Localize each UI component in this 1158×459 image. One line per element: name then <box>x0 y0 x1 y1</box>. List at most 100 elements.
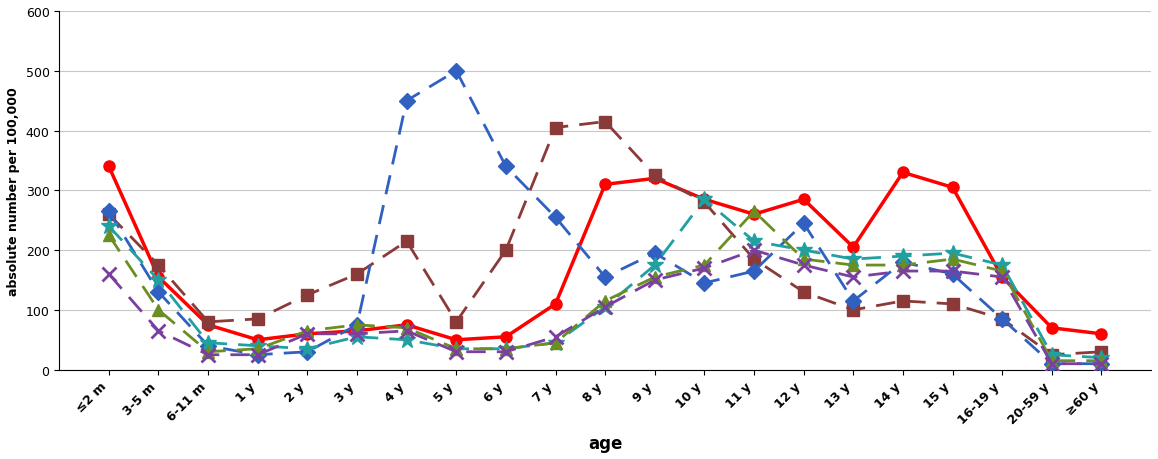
2008 <box>1094 355 1108 361</box>
2012 <box>946 269 960 274</box>
2008 <box>300 346 314 352</box>
2001 <box>300 331 314 337</box>
Line: 2001: 2001 <box>103 162 1107 346</box>
2001 <box>350 328 364 334</box>
2012 <box>599 304 613 310</box>
2001 <box>647 176 661 182</box>
2011 <box>300 328 314 334</box>
2007 <box>102 209 116 214</box>
2012 <box>846 274 860 280</box>
2001 <box>152 274 166 280</box>
2011 <box>946 257 960 262</box>
Line: 2004: 2004 <box>103 116 1108 361</box>
2007 <box>846 298 860 304</box>
2004 <box>1045 352 1058 358</box>
2008 <box>350 334 364 340</box>
2012 <box>449 349 463 355</box>
2001 <box>797 197 811 202</box>
2007 <box>946 272 960 277</box>
2007 <box>449 69 463 74</box>
2012 <box>300 331 314 337</box>
2004 <box>201 319 215 325</box>
2012 <box>549 334 563 340</box>
2001 <box>499 334 513 340</box>
2004 <box>797 290 811 295</box>
2012 <box>747 248 761 253</box>
2008 <box>896 254 910 259</box>
2008 <box>449 346 463 352</box>
2004 <box>946 302 960 307</box>
2007 <box>797 221 811 226</box>
2004 <box>1094 349 1108 355</box>
Line: 2012: 2012 <box>102 244 1108 371</box>
2012 <box>995 274 1009 280</box>
2011 <box>647 274 661 280</box>
2001 <box>549 302 563 307</box>
2001 <box>995 274 1009 280</box>
2004 <box>549 125 563 131</box>
2012 <box>697 266 711 271</box>
2007 <box>599 274 613 280</box>
2012 <box>152 328 166 334</box>
2001 <box>697 197 711 202</box>
2007 <box>995 316 1009 322</box>
2004 <box>647 173 661 179</box>
2011 <box>697 263 711 268</box>
2012 <box>797 263 811 268</box>
2001 <box>201 322 215 328</box>
2008 <box>400 337 413 343</box>
2008 <box>549 340 563 346</box>
2008 <box>1045 352 1058 358</box>
2011 <box>499 346 513 352</box>
2008 <box>797 248 811 253</box>
2008 <box>599 304 613 310</box>
2008 <box>946 251 960 256</box>
2001 <box>251 337 265 343</box>
2004 <box>896 298 910 304</box>
2012 <box>350 331 364 337</box>
2012 <box>896 269 910 274</box>
2004 <box>747 257 761 262</box>
2004 <box>846 308 860 313</box>
2004 <box>152 263 166 268</box>
2011 <box>102 233 116 238</box>
2008 <box>102 224 116 230</box>
2011 <box>797 257 811 262</box>
2007 <box>400 99 413 104</box>
2012 <box>251 352 265 358</box>
2011 <box>1045 358 1058 364</box>
2011 <box>549 340 563 346</box>
2007 <box>1094 361 1108 367</box>
2007 <box>697 280 711 286</box>
2001 <box>747 212 761 218</box>
2001 <box>896 170 910 176</box>
2011 <box>201 349 215 355</box>
Line: 2011: 2011 <box>103 206 1108 367</box>
2004 <box>350 272 364 277</box>
2007 <box>1045 361 1058 367</box>
2007 <box>251 352 265 358</box>
2008 <box>499 346 513 352</box>
Line: 2007: 2007 <box>103 66 1107 369</box>
2008 <box>697 197 711 202</box>
2012 <box>1094 361 1108 367</box>
Line: 2008: 2008 <box>101 191 1109 366</box>
2011 <box>846 263 860 268</box>
2012 <box>647 278 661 283</box>
2001 <box>102 164 116 170</box>
2012 <box>1045 361 1058 367</box>
2001 <box>599 182 613 188</box>
2008 <box>747 239 761 244</box>
2001 <box>400 322 413 328</box>
2001 <box>946 185 960 190</box>
2007 <box>300 349 314 355</box>
2007 <box>499 164 513 170</box>
Y-axis label: absolute number per 100,000: absolute number per 100,000 <box>7 87 20 295</box>
X-axis label: age: age <box>588 434 622 452</box>
2011 <box>350 322 364 328</box>
2012 <box>499 349 513 355</box>
2007 <box>549 215 563 220</box>
2001 <box>1094 331 1108 337</box>
2012 <box>400 328 413 334</box>
2011 <box>152 308 166 313</box>
